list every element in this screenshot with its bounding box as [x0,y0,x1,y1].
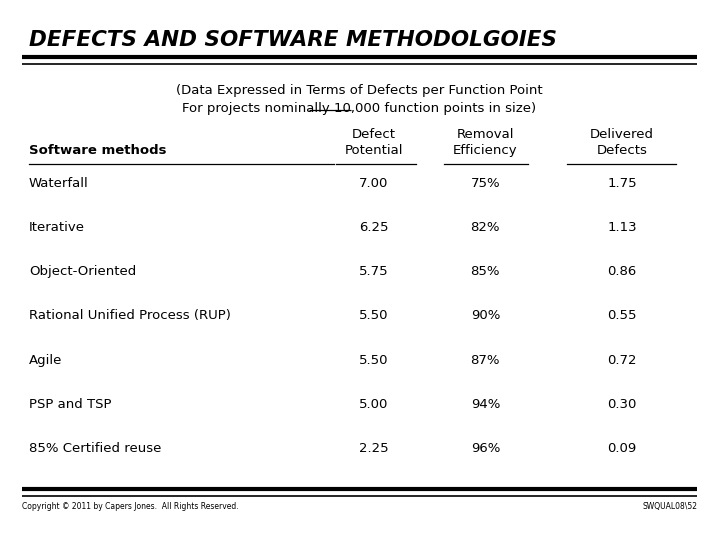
Text: Efficiency: Efficiency [453,144,518,157]
Text: 87%: 87% [470,354,500,367]
Text: 5.00: 5.00 [360,398,388,411]
Text: 6.25: 6.25 [359,221,389,234]
Text: 94%: 94% [471,398,500,411]
Text: 5.75: 5.75 [359,265,389,278]
Text: 85%: 85% [470,265,500,278]
Text: 75%: 75% [470,177,500,190]
Text: Copyright © 2011 by Capers Jones.  All Rights Reserved.: Copyright © 2011 by Capers Jones. All Ri… [22,502,238,512]
Text: Rational Unified Process (RUP): Rational Unified Process (RUP) [29,309,231,322]
Text: 1.13: 1.13 [607,221,637,234]
Text: For projects nominally 10,000 function points in size): For projects nominally 10,000 function p… [183,102,536,115]
Text: 0.72: 0.72 [607,354,637,367]
Text: 0.30: 0.30 [608,398,636,411]
Text: 96%: 96% [471,442,500,455]
Text: DEFECTS AND SOFTWARE METHODOLGOIES: DEFECTS AND SOFTWARE METHODOLGOIES [29,30,557,50]
Text: Delivered: Delivered [590,128,654,141]
Text: Potential: Potential [344,144,403,157]
Text: 1.75: 1.75 [607,177,637,190]
Text: 7.00: 7.00 [360,177,388,190]
Text: 5.50: 5.50 [359,309,389,322]
Text: SWQUAL08\52: SWQUAL08\52 [643,502,697,512]
Text: 82%: 82% [470,221,500,234]
Text: 5.50: 5.50 [359,354,389,367]
Text: 85% Certified reuse: 85% Certified reuse [29,442,161,455]
Text: Object-Oriented: Object-Oriented [29,265,136,278]
Text: (Data Expressed in Terms of Defects per Function Point: (Data Expressed in Terms of Defects per … [176,84,543,96]
Text: Defect: Defect [352,128,396,141]
Text: PSP and TSP: PSP and TSP [29,398,111,411]
Text: Removal: Removal [457,128,514,141]
Text: Iterative: Iterative [29,221,85,234]
Text: 0.86: 0.86 [608,265,636,278]
Text: Defects: Defects [597,144,647,157]
Text: 0.09: 0.09 [608,442,636,455]
Text: Software methods: Software methods [29,144,166,157]
Text: Waterfall: Waterfall [29,177,88,190]
Text: Agile: Agile [29,354,62,367]
Text: 90%: 90% [471,309,500,322]
Text: 0.55: 0.55 [607,309,637,322]
Text: 2.25: 2.25 [359,442,389,455]
